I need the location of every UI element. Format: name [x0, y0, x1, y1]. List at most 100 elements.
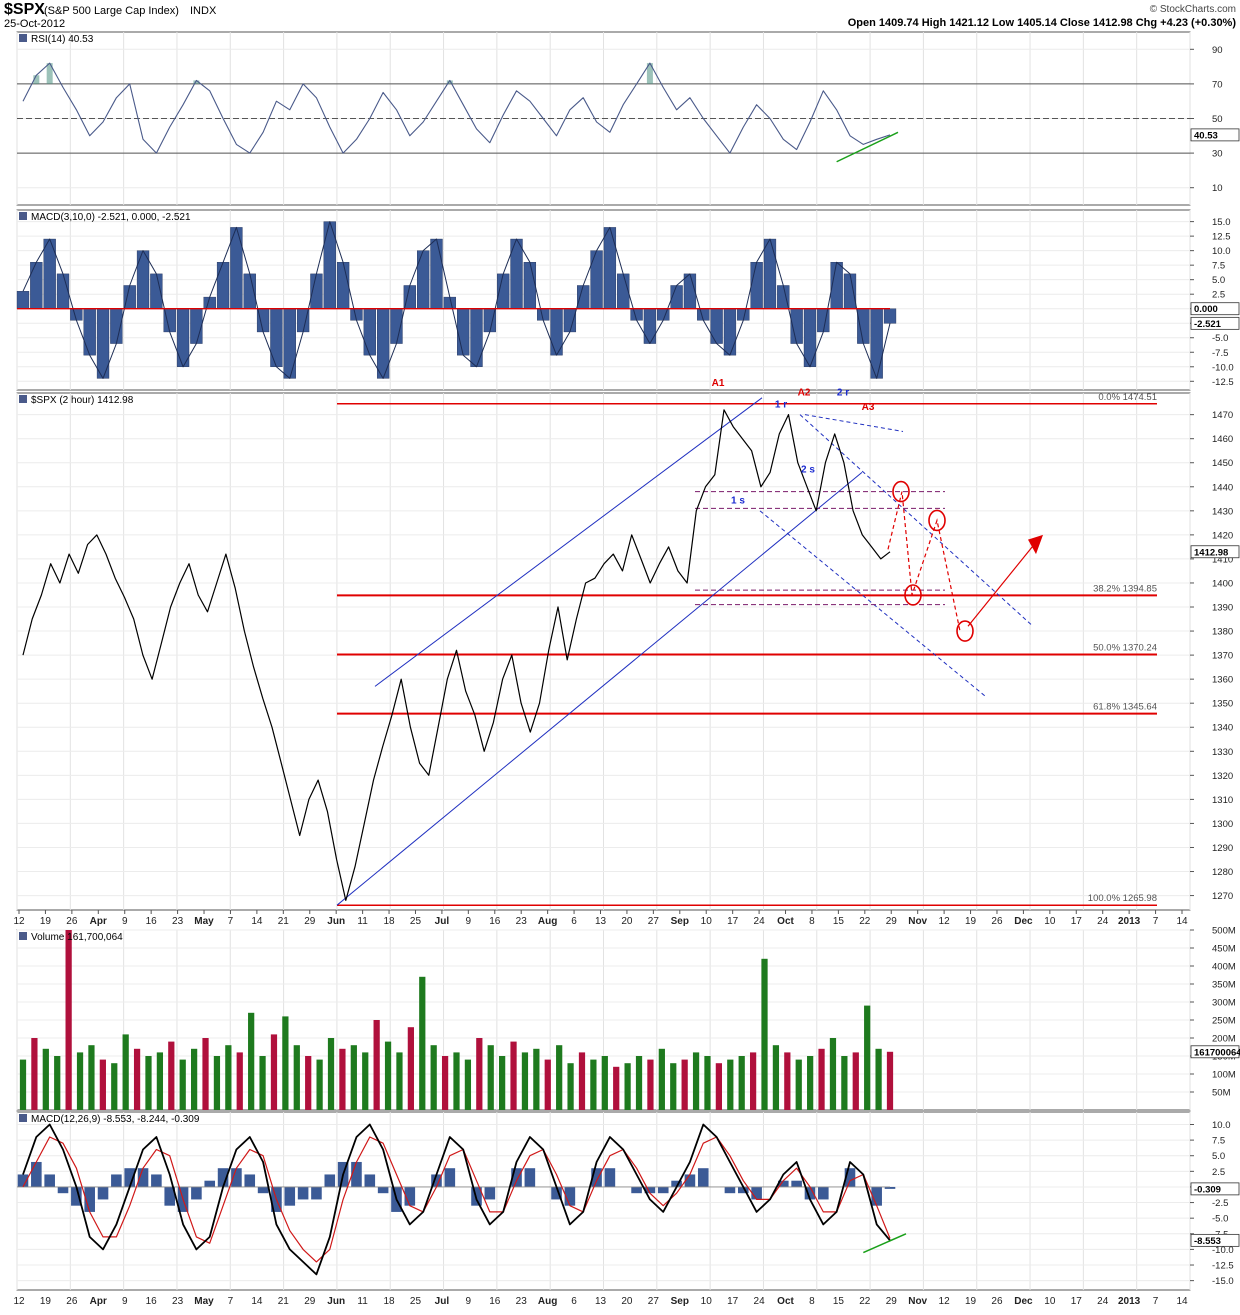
price-ytick-label: 1370 — [1212, 651, 1233, 662]
macd-slow-xtick-label: 10 — [701, 1296, 713, 1307]
macd-slow-xtick-label: 16 — [489, 1296, 501, 1307]
macd-slow-xtick-label: 29 — [304, 1296, 316, 1307]
volume-ytick-label: 400M — [1212, 962, 1236, 973]
price-value-box — [1190, 545, 1240, 559]
macd-slow-xtick-label: 11 — [357, 1296, 368, 1307]
price-xtick-label: 16 — [146, 916, 158, 927]
ohlc-readout: Open 1409.74 High 1421.12 Low 1405.14 Cl… — [848, 17, 1237, 29]
macd-fast-value-box — [1190, 302, 1240, 316]
price-wave-label: 1 r — [775, 399, 787, 410]
macd-slow-histogram-bar — [671, 1180, 682, 1187]
macd-slow-xtick-label: 19 — [965, 1296, 977, 1307]
volume-bar — [761, 958, 768, 1110]
macd-slow-ytick-label: 5.0 — [1212, 1151, 1225, 1162]
macd-slow-histogram-bar — [818, 1186, 829, 1200]
price-projection-circle — [904, 584, 922, 606]
macd-slow-xtick-label: 24 — [754, 1296, 766, 1307]
price-ytick-label: 1290 — [1212, 843, 1233, 854]
rsi-ytick-label: 30 — [1212, 149, 1223, 160]
macd-slow-histogram-bar — [591, 1168, 602, 1187]
macd-fast-ytick-label: -10.0 — [1212, 362, 1234, 373]
chart-date: 25-Oct-2012 — [4, 18, 65, 30]
volume-ytick-label: 300M — [1212, 998, 1236, 1009]
macd-fast-bar — [710, 308, 723, 344]
macd-slow-histogram-bar — [204, 1180, 216, 1187]
volume-bar — [533, 1048, 540, 1110]
volume-bar — [864, 1005, 871, 1110]
price-xtick-label: 15 — [833, 916, 845, 927]
rsi-ytick-label: 50 — [1212, 114, 1223, 125]
price-ytick-label: 1470 — [1212, 410, 1233, 421]
volume-bar — [590, 1059, 597, 1110]
macd-slow-histogram-bar — [791, 1180, 802, 1187]
macd-slow-histogram-bar — [364, 1174, 376, 1187]
macd-slow-xtick-label: Jul — [435, 1296, 450, 1307]
macd-slow-macd-line — [22, 1123, 891, 1276]
macd-fast-outline — [22, 221, 891, 379]
price-xtick-label: 9 — [122, 916, 128, 927]
macd-slow-xtick-label: 7 — [228, 1296, 234, 1307]
price-wave-label: A3 — [862, 402, 875, 413]
price-xtick-label: 12 — [13, 916, 25, 927]
macd-fast-bar — [723, 308, 737, 356]
price-xtick-label: Oct — [777, 916, 794, 927]
price-xtick-label: 20 — [621, 916, 633, 927]
volume-bar — [179, 1059, 186, 1110]
price-projection-arrow — [967, 536, 1041, 627]
macd-slow-histogram-bar — [604, 1168, 616, 1187]
rsi-overbought-fill — [446, 80, 453, 84]
macd-slow-xtick-label: 9 — [122, 1296, 128, 1307]
price-wave-label: A1 — [712, 378, 725, 389]
macd-slow-legend-swatch — [19, 1114, 27, 1122]
price-xtick-label: 19 — [40, 916, 52, 927]
macd-slow-histogram-bar — [164, 1186, 176, 1206]
price-xtick-label: Aug — [538, 916, 557, 927]
volume-bar — [202, 1038, 209, 1110]
price-xtick-label: Nov — [908, 916, 927, 927]
price-fib-label: 100.0% 1265.98 — [1088, 893, 1157, 904]
price-xtick-label: 22 — [859, 916, 871, 927]
volume-bar — [521, 1052, 529, 1110]
price-xtick-label: Dec — [1014, 916, 1033, 927]
macd-slow-xtick-label: 21 — [278, 1296, 290, 1307]
volume-bar — [213, 1056, 221, 1110]
macd-slow-histogram-bar — [724, 1186, 736, 1194]
macd-slow-xtick-label: 23 — [516, 1296, 528, 1307]
macd-fast-ytick-label: 10.0 — [1212, 246, 1231, 257]
rsi-line — [22, 62, 891, 154]
volume-bar — [282, 1016, 289, 1110]
price-xtick-label: 6 — [571, 916, 577, 927]
macd-slow-histogram-bar — [84, 1186, 95, 1212]
price-xtick-label: 29 — [304, 916, 316, 927]
volume-bar — [499, 1056, 506, 1110]
volume-bar — [635, 1056, 643, 1110]
price-projection-path — [887, 491, 961, 632]
macd-slow-signal-line — [22, 1136, 891, 1263]
volume-bar — [248, 1012, 255, 1110]
volume-bar — [236, 1052, 243, 1110]
macd-slow-histogram-bar — [657, 1186, 669, 1194]
price-xtick-label: 23 — [172, 916, 184, 927]
macd-fast-legend-swatch — [19, 212, 27, 220]
macd-fast-bar — [603, 227, 617, 309]
volume-bar — [259, 1056, 266, 1110]
volume-bar — [407, 1027, 414, 1110]
macd-slow-histogram-bar — [71, 1186, 82, 1206]
price-xtick-label: 26 — [991, 916, 1003, 927]
macd-slow-xtick-label: 22 — [859, 1296, 871, 1307]
macd-fast-bar — [750, 262, 763, 309]
macd-slow-histogram-bar — [124, 1168, 135, 1187]
price-xtick-label: 19 — [965, 916, 977, 927]
macd-slow-ytick-label: 2.5 — [1212, 1167, 1225, 1178]
price-xtick-label: 8 — [809, 916, 815, 927]
price-xtick-label: 14 — [251, 916, 263, 927]
price-xtick-label: Jun — [327, 916, 345, 927]
macd-fast-bar — [857, 308, 870, 344]
volume-bar — [841, 1056, 848, 1110]
volume-bar — [316, 1059, 323, 1110]
macd-slow-xtick-label: 10 — [1044, 1296, 1056, 1307]
rsi-ytick-label: 90 — [1212, 45, 1223, 56]
price-ytick-label: 1270 — [1212, 891, 1233, 902]
